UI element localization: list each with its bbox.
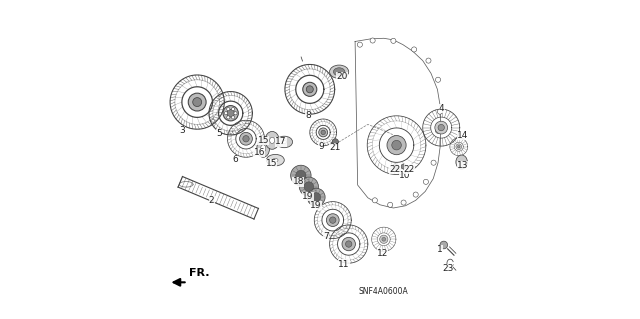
Circle shape — [391, 38, 396, 43]
Circle shape — [388, 202, 393, 207]
Ellipse shape — [269, 137, 275, 144]
Text: 15: 15 — [266, 159, 277, 168]
Circle shape — [435, 121, 447, 134]
Circle shape — [188, 93, 206, 111]
Circle shape — [412, 47, 417, 52]
Text: 13: 13 — [457, 161, 468, 170]
Circle shape — [319, 128, 328, 137]
Text: 7: 7 — [323, 232, 329, 241]
Text: 11: 11 — [338, 260, 349, 269]
Circle shape — [435, 128, 440, 133]
Circle shape — [300, 177, 319, 196]
Text: 16: 16 — [253, 148, 265, 157]
Circle shape — [435, 77, 440, 82]
Circle shape — [413, 192, 419, 197]
Text: FR.: FR. — [189, 269, 210, 278]
Circle shape — [330, 217, 336, 223]
Circle shape — [380, 235, 388, 243]
Circle shape — [227, 108, 230, 111]
Text: 20: 20 — [337, 72, 348, 81]
Text: 17: 17 — [275, 137, 287, 146]
Text: 19: 19 — [302, 192, 314, 201]
Ellipse shape — [273, 159, 278, 162]
Text: 18: 18 — [292, 177, 304, 186]
Text: 21: 21 — [330, 143, 341, 152]
Circle shape — [193, 98, 202, 107]
Circle shape — [426, 58, 431, 63]
Ellipse shape — [260, 145, 266, 152]
Text: 9: 9 — [319, 142, 324, 151]
Circle shape — [458, 145, 460, 148]
Circle shape — [332, 139, 339, 145]
Circle shape — [312, 193, 321, 202]
Circle shape — [438, 124, 444, 131]
Circle shape — [342, 237, 355, 251]
Ellipse shape — [257, 139, 269, 157]
Ellipse shape — [265, 131, 279, 149]
Ellipse shape — [456, 155, 467, 169]
Circle shape — [303, 82, 317, 96]
Text: 12: 12 — [377, 249, 388, 258]
Circle shape — [423, 179, 428, 184]
Ellipse shape — [333, 68, 345, 76]
Text: 15: 15 — [257, 136, 269, 145]
Circle shape — [401, 200, 406, 205]
Text: 22: 22 — [404, 165, 415, 174]
Circle shape — [304, 182, 314, 191]
Circle shape — [440, 241, 447, 249]
Circle shape — [393, 164, 398, 169]
Text: 14: 14 — [457, 131, 468, 140]
Circle shape — [239, 132, 252, 145]
Circle shape — [227, 116, 230, 119]
Circle shape — [232, 116, 235, 119]
Circle shape — [326, 214, 339, 226]
Circle shape — [437, 109, 442, 114]
Circle shape — [401, 164, 406, 169]
Circle shape — [232, 108, 235, 111]
Circle shape — [370, 38, 375, 43]
Ellipse shape — [282, 140, 286, 143]
Text: 10: 10 — [399, 171, 411, 180]
Ellipse shape — [330, 65, 349, 78]
Text: 5: 5 — [216, 130, 221, 138]
Circle shape — [296, 170, 306, 181]
Circle shape — [392, 140, 401, 150]
Ellipse shape — [276, 136, 292, 148]
Circle shape — [291, 165, 311, 186]
Circle shape — [346, 241, 352, 247]
Circle shape — [223, 106, 238, 121]
Text: 19: 19 — [310, 201, 322, 210]
Text: 3: 3 — [179, 126, 185, 135]
Text: 2: 2 — [209, 197, 214, 205]
Circle shape — [227, 109, 234, 117]
Circle shape — [307, 188, 325, 206]
Text: 1: 1 — [437, 245, 443, 254]
Circle shape — [307, 86, 314, 93]
Text: SNF4A0600A: SNF4A0600A — [359, 287, 409, 296]
Circle shape — [321, 130, 325, 135]
Circle shape — [224, 112, 227, 115]
Text: 6: 6 — [232, 155, 238, 164]
Text: 4: 4 — [439, 104, 445, 113]
Ellipse shape — [266, 154, 284, 166]
Circle shape — [243, 136, 249, 142]
Circle shape — [382, 237, 386, 241]
Circle shape — [234, 112, 237, 115]
Text: 23: 23 — [442, 264, 453, 273]
Circle shape — [456, 144, 461, 150]
Text: 22: 22 — [390, 165, 401, 174]
Circle shape — [372, 198, 378, 203]
Circle shape — [387, 136, 406, 155]
Text: 8: 8 — [305, 111, 311, 120]
Circle shape — [357, 42, 362, 47]
Circle shape — [431, 160, 436, 165]
